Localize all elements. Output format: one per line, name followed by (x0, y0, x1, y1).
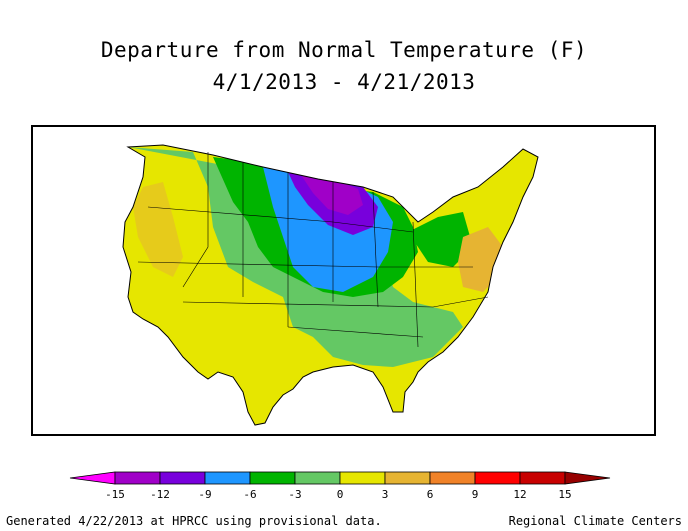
legend-tick-label: -15 (105, 488, 125, 501)
us-outline (122, 144, 539, 426)
state-line-6 (412, 221, 419, 348)
state-line-1 (182, 152, 209, 288)
source-credit: Regional Climate Centers (508, 514, 682, 528)
state-line-8 (137, 261, 473, 268)
anomaly-zone-purple (301, 175, 363, 215)
color-scale-legend: -15 -12 -9 -6 -3 0 3 6 9 12 15 (60, 466, 620, 506)
legend-swatch (69, 471, 116, 485)
anomaly-zone-florida-orange (473, 352, 508, 402)
anomaly-zone-west-orange (133, 182, 183, 277)
legend-tick-label: 0 (337, 488, 344, 501)
state-line-7 (147, 206, 414, 233)
legend-swatches (69, 471, 611, 485)
legend-swatch (339, 471, 386, 485)
state-line-5 (372, 191, 379, 308)
legend-ticks: -15 -12 -9 -6 -3 0 3 6 9 12 15 (105, 488, 572, 501)
legend-tick-label: -12 (150, 488, 170, 501)
legend-swatch (249, 471, 296, 485)
legend-swatch (564, 471, 611, 485)
date-range-subtitle: 4/1/2013 - 4/21/2013 (212, 70, 476, 94)
legend-tick-label: -9 (198, 488, 211, 501)
state-line-9 (182, 296, 489, 308)
legend-swatch (474, 471, 521, 485)
legend-tick-label: 6 (427, 488, 434, 501)
temperature-departure-map (31, 125, 656, 436)
legend-tick-label: 15 (558, 488, 571, 501)
legend-swatch (159, 471, 206, 485)
legend-tick-label: 9 (472, 488, 479, 501)
legend-tick-label: 3 (382, 488, 389, 501)
legend-tick-label: -6 (243, 488, 256, 501)
legend-swatch (294, 471, 341, 485)
state-line-10 (287, 326, 424, 338)
state-boundaries (137, 152, 489, 348)
legend-swatch (519, 471, 566, 485)
map-title: Departure from Normal Temperature (F) (100, 38, 588, 62)
legend-swatch (204, 471, 251, 485)
legend-swatch (114, 471, 161, 485)
anomaly-fill (123, 145, 538, 425)
map-canvas (122, 144, 539, 426)
legend-swatch (384, 471, 431, 485)
anomaly-zone-greatlakes-green (408, 212, 473, 267)
legend-tick-label: -3 (288, 488, 301, 501)
legend-tick-label: 12 (513, 488, 526, 501)
generation-note: Generated 4/22/2013 at HPRCC using provi… (6, 514, 382, 528)
anomaly-zone-orange-core (473, 257, 493, 287)
legend-swatch (429, 471, 476, 485)
legend-bar: -15 -12 -9 -6 -3 0 3 6 9 12 15 (69, 471, 611, 501)
